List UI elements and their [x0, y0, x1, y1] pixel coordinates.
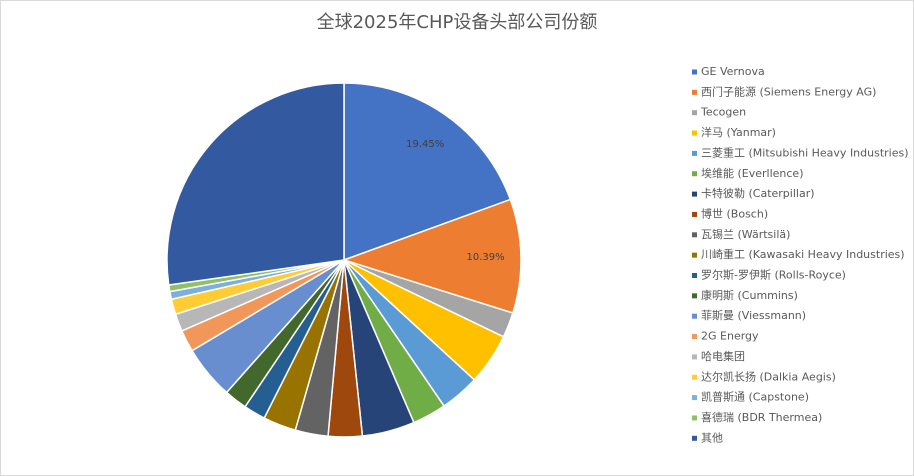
legend-label: 罗尔斯-罗伊斯 (Rolls-Royce)	[701, 269, 846, 282]
legend-label: 达尔凯长扬 (Dalkia Aegis)	[701, 369, 836, 383]
legend-label: 埃维能 (Everllence)	[701, 166, 804, 180]
chart-title: 全球2025年CHP设备头部公司份额	[317, 12, 598, 33]
legend-label: 瓦锡兰 (Wärtsilä)	[701, 227, 790, 241]
data-label: 10.39%	[466, 252, 504, 263]
legend-swatch	[692, 395, 697, 401]
legend-swatch	[692, 130, 697, 136]
legend-swatch	[692, 232, 697, 238]
legend-swatch	[692, 374, 697, 380]
legend-swatch	[692, 252, 697, 258]
legend-label: GE Vernova	[701, 65, 765, 78]
legend-swatch	[692, 211, 697, 217]
pie-slice	[343, 82, 512, 262]
legend-label: 康明斯 (Cummins)	[701, 288, 798, 302]
pie-slice	[166, 82, 345, 286]
legend-label: 凯普斯通 (Capstone)	[701, 390, 809, 404]
legend-label: 2G Energy	[701, 330, 759, 343]
legend-swatch	[692, 171, 697, 177]
legend-label: 喜德瑞 (BDR Thermea)	[701, 410, 822, 424]
legend-swatch	[692, 435, 697, 441]
legend-swatch	[692, 415, 697, 421]
legend-swatch	[692, 334, 697, 340]
data-label: 19.45%	[406, 139, 444, 150]
legend-swatch	[692, 354, 697, 360]
legend-swatch	[692, 313, 697, 319]
legend-label: 卡特彼勒 (Caterpillar)	[701, 186, 815, 200]
legend-swatch	[692, 89, 697, 95]
legend-label: 川崎重工 (Kawasaki Heavy Industries)	[701, 247, 905, 261]
legend-swatch	[692, 273, 697, 278]
legend-label: 三菱重工 (Mitsubishi Heavy Industries)	[701, 145, 909, 159]
legend-swatch	[692, 293, 697, 299]
legend-swatch	[692, 69, 697, 75]
legend-label: 洋马 (Yanmar)	[701, 125, 776, 139]
legend-label: 博世 (Bosch)	[701, 207, 768, 220]
legend-swatch	[692, 110, 697, 116]
legend-swatch	[692, 150, 697, 156]
pie-slice	[341, 198, 522, 314]
legend-swatch	[692, 191, 697, 197]
legend-label: Tecogen	[700, 106, 746, 119]
legend-label: 西门子能源 (Siemens Energy AG)	[701, 84, 876, 98]
legend-label: 哈电集团	[701, 349, 745, 363]
legend-label: 菲斯曼 (Viessmann)	[701, 309, 806, 322]
legend-label: 其他	[701, 431, 723, 444]
